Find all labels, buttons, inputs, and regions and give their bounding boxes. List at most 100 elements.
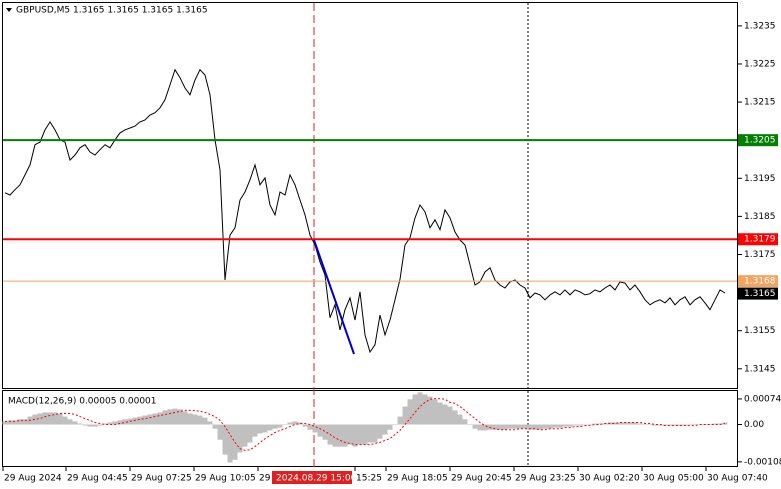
macd-bar: [337, 424, 343, 447]
macd-bar: [472, 424, 478, 429]
macd-bar: [437, 402, 443, 425]
macd-bar: [382, 424, 388, 435]
macd-bar: [587, 424, 593, 426]
macd-bar: [322, 424, 328, 440]
macd-bar: [147, 414, 153, 425]
level-label: 1.3205: [744, 136, 776, 146]
macd-bar: [197, 415, 203, 425]
y-tick-label: 1.3235: [744, 21, 776, 31]
macd-bar: [122, 419, 128, 425]
level-label-box: [738, 134, 778, 147]
y-tick-label: 1.3215: [744, 98, 776, 108]
macd-bar: [97, 424, 103, 426]
macd-bar: [492, 424, 498, 430]
macd-bar: [37, 413, 43, 425]
macd-bar: [227, 424, 233, 463]
macd-bar: [282, 424, 288, 426]
macd-bar: [432, 399, 438, 425]
macd-bar: [162, 410, 168, 425]
x-tick-label: 29 Aug 04:45: [67, 474, 128, 484]
macd-bar: [362, 424, 368, 445]
macd-bar: [542, 424, 548, 429]
signal-line: [5, 398, 726, 451]
macd-title: MACD(12,26,9) 0.00005 0.00001: [8, 397, 157, 407]
macd-bar: [257, 424, 263, 434]
macd-bar: [677, 424, 683, 426]
y-tick-label: 1.3195: [744, 174, 776, 184]
macd-bar: [577, 424, 583, 426]
level-label: 1.3168: [744, 277, 776, 287]
macd-bar: [412, 394, 418, 425]
macd-bar: [102, 423, 108, 425]
macd-bar: [157, 412, 163, 425]
macd-bar: [142, 415, 148, 425]
macd-bar: [237, 424, 243, 453]
macd-bar: [77, 423, 83, 425]
macd-bar: [277, 424, 283, 428]
level-label-box: [738, 275, 778, 288]
macd-bar: [452, 410, 458, 425]
macd-bar: [467, 424, 473, 426]
macd-bar: [637, 423, 643, 425]
macd-bar: [47, 412, 53, 425]
macd-bar: [247, 424, 253, 443]
macd-bar: [332, 424, 338, 447]
macd-bar: [612, 422, 618, 425]
macd-bar: [662, 424, 668, 426]
macd-bar: [482, 424, 488, 431]
macd-bar: [112, 421, 118, 425]
macd-bar: [532, 424, 538, 430]
macd-bar: [42, 412, 48, 425]
macd-bar: [397, 416, 403, 425]
macd-bar: [252, 424, 258, 437]
macd-bar: [57, 413, 63, 425]
macd-bar: [242, 424, 248, 447]
macd-bar: [517, 424, 523, 429]
macd-bar: [17, 419, 23, 425]
x-tick-label: 15:25: [356, 474, 382, 484]
macd-bar: [12, 420, 18, 425]
macd-bar: [447, 406, 453, 425]
macd-bar: [82, 424, 88, 426]
macd-bar: [132, 417, 138, 425]
current-price-label: 1.3165: [744, 289, 776, 299]
macd-bar: [87, 424, 93, 427]
macd-bar: [32, 414, 38, 425]
crosshair-time-box: [272, 471, 352, 484]
macd-bar: [302, 424, 308, 427]
macd-bar: [377, 424, 383, 439]
macd-bar: [62, 416, 68, 425]
macd-bar: [527, 424, 533, 430]
macd-bar: [712, 423, 718, 425]
crosshair-time-label: 2024.08.29 15:00: [276, 474, 357, 484]
y-tick-label: 1.3155: [744, 326, 776, 336]
menu-arrow[interactable]: [6, 8, 12, 12]
macd-bar: [352, 424, 358, 447]
price-line: [4, 68, 726, 354]
macd-bar: [367, 424, 373, 443]
macd-bar: [442, 404, 448, 425]
macd-bar: [537, 424, 543, 430]
macd-bar: [92, 424, 98, 427]
macd-bar: [477, 424, 483, 431]
macd-bar: [592, 423, 598, 425]
macd-bar: [462, 419, 468, 425]
macd-bar: [307, 424, 313, 430]
x-tick-label: 30 Aug 05:00: [643, 474, 704, 484]
macd-bar: [182, 411, 188, 425]
macd-bar: [652, 424, 658, 426]
macd-bar: [672, 424, 678, 426]
macd-bar: [522, 424, 528, 429]
macd-bar: [582, 424, 588, 426]
macd-bar: [152, 413, 158, 425]
macd-bar: [622, 422, 628, 425]
macd-bar: [512, 424, 518, 429]
macd-bar: [642, 424, 648, 426]
x-tick-label: 29 Aug 10:05: [195, 474, 256, 484]
macd-bar: [617, 422, 623, 425]
macd-bar: [52, 412, 58, 425]
macd-bar: [682, 424, 688, 426]
macd-bar: [177, 409, 183, 425]
macd-bar: [297, 422, 303, 425]
